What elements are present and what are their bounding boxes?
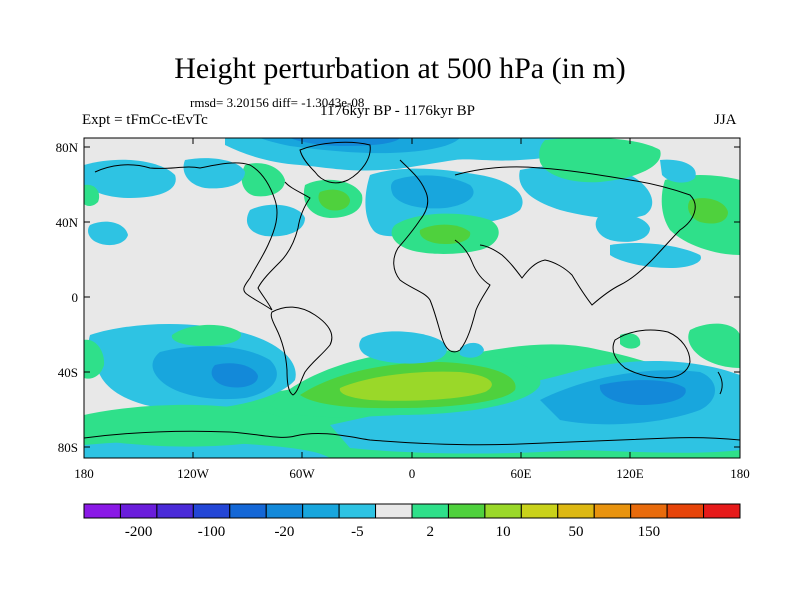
contour-europe-midblue	[390, 175, 474, 209]
colorbar-swatch	[265, 503, 304, 519]
contour-atlantic-yellowgreen	[339, 371, 492, 401]
colorbar-swatch	[229, 503, 267, 519]
contour-npac-east-blue	[84, 159, 176, 198]
colorbar-swatch	[630, 503, 668, 519]
contour-npac-blue2	[660, 159, 696, 183]
contour-atlantic-lime-n	[318, 189, 350, 211]
chart-title: Height perturbation at 500 hPa (in m)	[174, 52, 626, 85]
colorbar-swatch	[338, 503, 377, 519]
lon-label-60w: 60W	[289, 466, 315, 481]
coast-antarctica	[84, 430, 740, 446]
colorbar-swatch	[83, 503, 121, 519]
colorbar-swatch	[302, 503, 340, 519]
contour-eurasia-blue3	[595, 213, 650, 242]
contour-south-darkblue	[599, 380, 686, 405]
colorbar-swatch	[703, 503, 741, 519]
colorbar-swatch	[156, 503, 194, 519]
coast-new-zealand	[717, 371, 723, 395]
season-label: JJA	[714, 112, 737, 128]
colorbar-label: -5	[351, 524, 364, 540]
contour-npac-blue	[610, 243, 701, 268]
colorbar	[83, 503, 741, 519]
colorbar-label: 150	[638, 524, 661, 540]
contour-eqindian-green	[620, 333, 641, 349]
contour-indian-blue	[460, 342, 484, 358]
contour-npac-lime	[688, 198, 728, 224]
colorbar-swatch	[666, 503, 705, 519]
lon-label-60e: 60E	[511, 466, 532, 481]
colorbar-label: 2	[426, 524, 434, 540]
colorbar-swatch	[557, 503, 595, 519]
coast-asia	[454, 166, 696, 306]
contour-canada-blue	[183, 158, 245, 189]
colorbar-labels: -200 -100 -20 -5 2 10 50 150	[125, 524, 660, 540]
coast-greenland	[299, 141, 371, 184]
coast-australia	[612, 329, 691, 379]
lon-label-180e: 180	[730, 466, 750, 481]
lat-label-40n: 40N	[56, 215, 79, 230]
colorbar-swatch	[593, 503, 632, 519]
colorbar-swatch	[375, 503, 413, 519]
colorbar-swatch	[520, 503, 559, 519]
coast-south-america	[270, 306, 333, 396]
contour-namerica-green	[241, 163, 285, 197]
contour-safrica-blue	[359, 331, 447, 364]
colorbar-swatch	[192, 503, 231, 519]
lon-label-180w: 180	[74, 466, 94, 481]
colorbar-label: -200	[125, 524, 153, 540]
contour-eastaus-green	[688, 323, 740, 368]
experiment-label: Expt = tFmCc-tEvTc	[82, 112, 208, 128]
lat-label-0: 0	[72, 290, 79, 305]
coast-europe-africa	[393, 159, 491, 353]
lon-label-120e: 120E	[616, 466, 644, 481]
colorbar-swatch	[447, 503, 486, 519]
colorbar-label: -100	[198, 524, 226, 540]
contour-eqpac-green	[171, 324, 241, 346]
lon-label-0: 0	[409, 466, 416, 481]
coast-north-america	[94, 162, 311, 311]
contour-npac-east-green	[84, 184, 100, 206]
contour-med-lime	[419, 224, 471, 244]
contour-field	[84, 138, 740, 458]
lat-label-40s: 40S	[58, 365, 78, 380]
colorbar-label: -20	[274, 524, 294, 540]
lat-label-80n: 80N	[56, 140, 79, 155]
coastlines	[84, 141, 740, 446]
colorbar-label: 50	[569, 524, 584, 540]
colorbar-swatch	[484, 503, 522, 519]
lon-label-120w: 120W	[177, 466, 210, 481]
lat-axis: 80N 40N 0 40S 80S	[56, 140, 740, 455]
contour-patagonia-green	[84, 404, 291, 447]
contour-westpac-green	[84, 339, 105, 379]
colorbar-label: 10	[496, 524, 511, 540]
colorbar-swatch	[411, 503, 449, 519]
stats-line: rmsd= 3.20156 diff= -1.3043e-08	[190, 95, 365, 110]
contour-pacific-darkblue	[211, 363, 258, 388]
contour-npac-mid-blue	[88, 221, 128, 246]
lon-axis: 180 120W 60W 0 60E 120E 180	[74, 138, 750, 481]
lat-label-80s: 80S	[58, 440, 78, 455]
contour-antarctic-lightblue	[84, 441, 330, 458]
period-label: 1176kyr BP - 1176kyr BP	[320, 103, 476, 119]
colorbar-swatch	[119, 503, 158, 519]
